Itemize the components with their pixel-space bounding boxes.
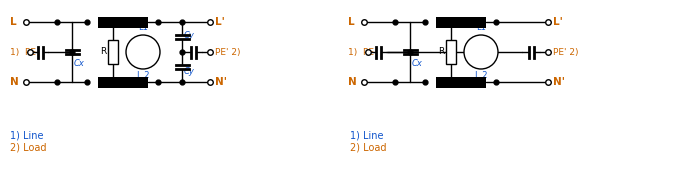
Bar xyxy=(436,16,486,28)
Circle shape xyxy=(126,35,160,69)
Text: PE' 2): PE' 2) xyxy=(553,48,579,57)
Text: 1) Line: 1) Line xyxy=(10,130,43,140)
Circle shape xyxy=(464,35,498,69)
Text: L1: L1 xyxy=(476,23,486,32)
Bar xyxy=(98,16,148,28)
Text: Cy: Cy xyxy=(184,66,195,75)
Text: N': N' xyxy=(553,77,565,87)
Text: PE' 2): PE' 2) xyxy=(215,48,241,57)
Bar xyxy=(446,40,456,64)
Text: L 2: L 2 xyxy=(137,71,149,80)
Text: 2) Load: 2) Load xyxy=(10,143,47,153)
Text: L: L xyxy=(10,17,17,27)
Text: R: R xyxy=(100,48,106,57)
Text: L': L' xyxy=(215,17,225,27)
Text: 2) Load: 2) Load xyxy=(350,143,387,153)
Text: N: N xyxy=(10,77,19,87)
Text: L': L' xyxy=(553,17,563,27)
Text: Cx: Cx xyxy=(412,59,423,68)
Text: Cx: Cx xyxy=(74,59,85,68)
Text: L1: L1 xyxy=(138,23,148,32)
Text: 1) Line: 1) Line xyxy=(350,130,383,140)
Bar xyxy=(108,40,118,64)
Text: Cy: Cy xyxy=(184,31,195,40)
Text: N': N' xyxy=(215,77,227,87)
Text: 1)  PE: 1) PE xyxy=(348,48,374,57)
Text: L 2: L 2 xyxy=(475,71,487,80)
Bar xyxy=(98,76,148,88)
Text: 1)  PE: 1) PE xyxy=(10,48,36,57)
Bar xyxy=(436,76,486,88)
Text: R: R xyxy=(438,48,444,57)
Text: N: N xyxy=(348,77,357,87)
Text: L: L xyxy=(348,17,355,27)
